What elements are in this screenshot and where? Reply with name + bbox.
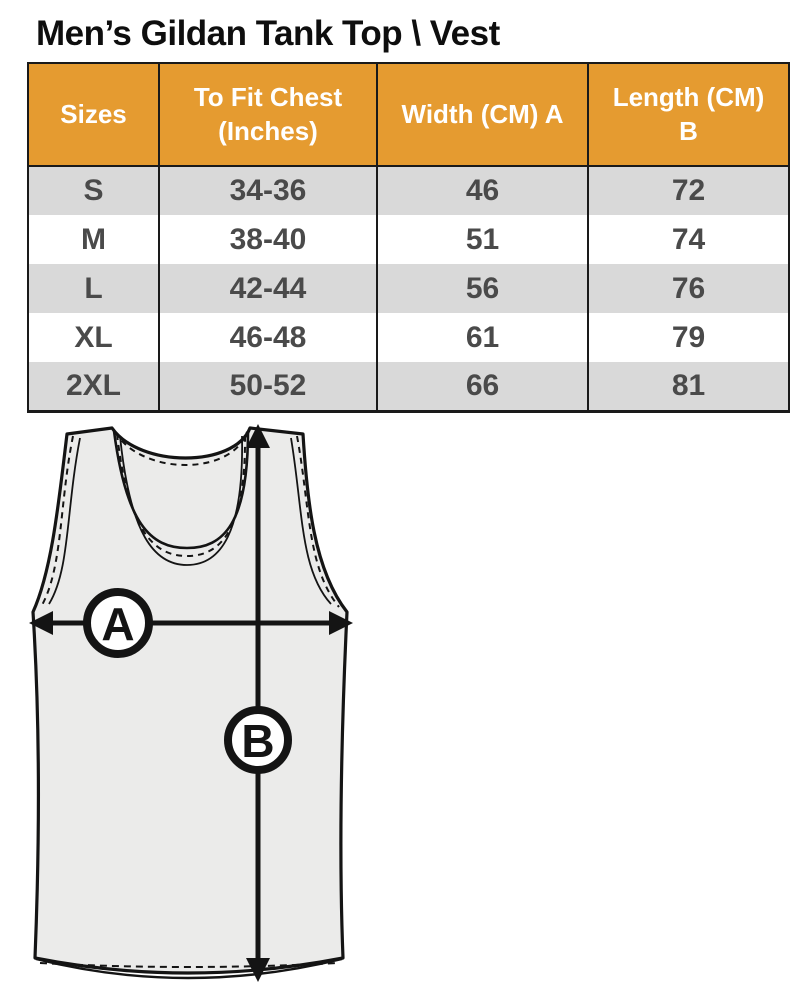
right-armhole-stitch-dashed-line [296,435,340,608]
length-label-badge: B [224,706,292,774]
size-chart-header: Sizes To Fit Chest (Inches) Width (CM) A… [27,62,790,167]
hem-stitch-dashed-line [39,962,339,968]
column-header-chest: To Fit Chest (Inches) [158,62,378,167]
column-header-length: Length (CM) B [587,62,790,167]
table-row: L 42-44 56 76 [27,264,790,313]
front-neck-edge [112,430,250,550]
width-label-badge: A [83,588,153,658]
width-cell: 56 [376,264,589,313]
size-cell: L [27,264,160,313]
table-row: XL 46-48 61 79 [27,313,790,362]
length-cell: 81 [587,362,790,413]
width-label: A [101,598,134,650]
hem-edge-line [35,957,343,980]
width-cell: 66 [376,362,589,413]
length-cell: 74 [587,215,790,264]
size-cell: M [27,215,160,264]
width-cell: 61 [376,313,589,362]
chest-cell: 38-40 [158,215,378,264]
size-chart-table: Sizes To Fit Chest (Inches) Width (CM) A… [27,62,790,413]
chest-cell: 34-36 [158,166,378,215]
chest-cell: 50-52 [158,362,378,413]
size-cell: 2XL [27,362,160,413]
chest-cell: 42-44 [158,264,378,313]
left-armhole-band-inner-line [48,437,81,605]
length-cell: 72 [587,166,790,215]
right-armhole-band-inner-line [290,437,332,605]
back-neck-stitch-dashed-line [114,431,248,466]
column-header-sizes: Sizes [27,62,160,167]
length-cell: 76 [587,264,790,313]
tank-top-measurement-diagram: A B [29,424,353,982]
left-armhole-stitch-dashed-line [40,435,74,608]
front-neck-band-inner-line [119,435,243,566]
table-row: 2XL 50-52 66 81 [27,362,790,413]
width-cell: 46 [376,166,589,215]
chest-cell: 46-48 [158,313,378,362]
width-cell: 51 [376,215,589,264]
length-arrow [246,424,270,982]
size-cell: S [27,166,160,215]
page-title: Men’s Gildan Tank Top \ Vest [36,14,500,53]
table-row: S 34-36 46 72 [27,166,790,215]
size-cell: XL [27,313,160,362]
length-cell: 79 [587,313,790,362]
tank-top-outline [31,426,349,975]
length-label: B [241,715,274,767]
table-row: M 38-40 51 74 [27,215,790,264]
column-header-width: Width (CM) A [376,62,589,167]
